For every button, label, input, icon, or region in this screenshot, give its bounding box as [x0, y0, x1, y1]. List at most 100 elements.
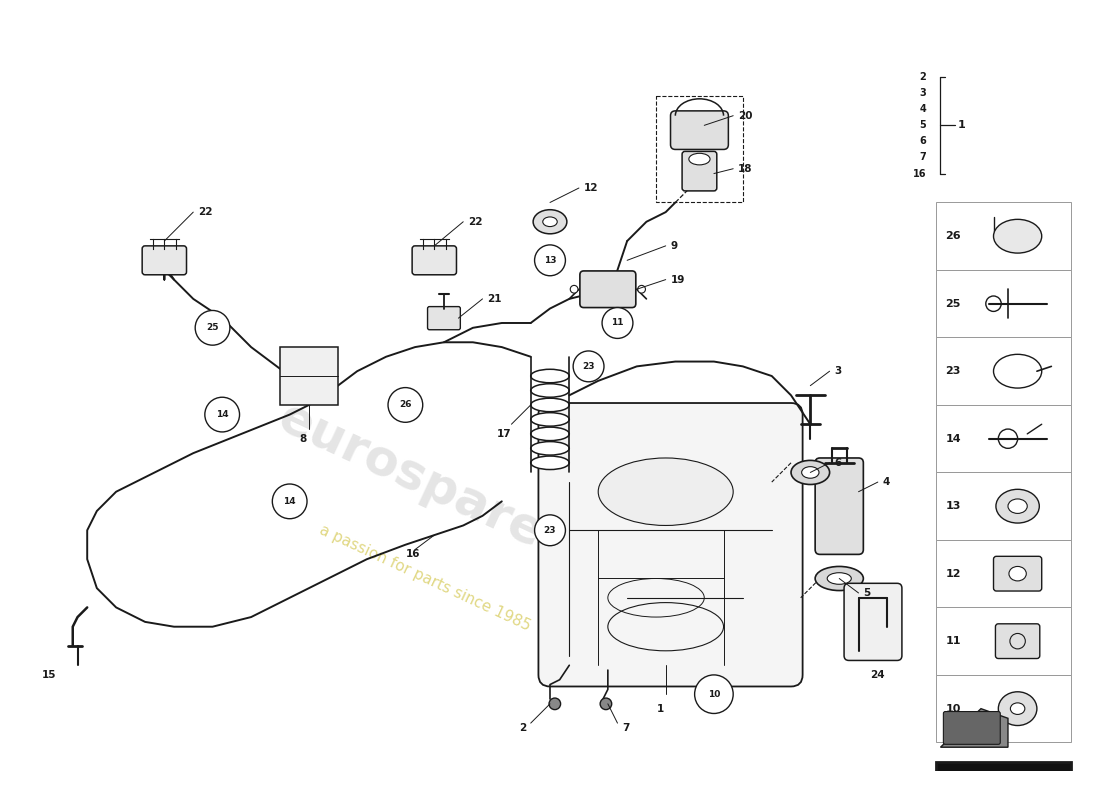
Text: 13: 13 [945, 501, 960, 511]
Text: 8: 8 [299, 434, 307, 444]
Text: 22: 22 [468, 217, 483, 226]
Text: 23: 23 [582, 362, 595, 371]
FancyBboxPatch shape [844, 583, 902, 661]
Text: 10: 10 [945, 704, 960, 714]
Text: 14: 14 [945, 434, 961, 444]
Ellipse shape [1009, 566, 1026, 581]
Bar [936, 675, 1070, 742]
Bar [936, 405, 1070, 473]
Bar [936, 338, 1070, 405]
Ellipse shape [1008, 499, 1027, 514]
Text: 2: 2 [518, 723, 526, 733]
Bar [936, 762, 1070, 800]
Circle shape [535, 245, 565, 276]
Ellipse shape [993, 219, 1042, 253]
Text: 5: 5 [864, 588, 870, 598]
Text: 16: 16 [913, 169, 926, 178]
Text: 21: 21 [487, 294, 502, 304]
Circle shape [388, 387, 422, 422]
Circle shape [273, 484, 307, 518]
FancyBboxPatch shape [671, 111, 728, 150]
Circle shape [195, 310, 230, 345]
Text: 15: 15 [42, 670, 56, 680]
FancyBboxPatch shape [428, 306, 460, 330]
Text: eurospares: eurospares [272, 394, 579, 570]
Text: 12: 12 [945, 569, 960, 578]
Ellipse shape [530, 370, 570, 382]
Text: 17: 17 [497, 429, 512, 439]
FancyBboxPatch shape [944, 711, 1000, 744]
FancyBboxPatch shape [815, 458, 864, 554]
Text: 18: 18 [738, 164, 752, 174]
Text: 25: 25 [207, 323, 219, 332]
Ellipse shape [542, 217, 558, 226]
Ellipse shape [689, 154, 710, 165]
Circle shape [570, 286, 578, 293]
Circle shape [638, 286, 646, 293]
Text: 9: 9 [671, 241, 678, 251]
Text: 22: 22 [198, 207, 212, 217]
Circle shape [694, 675, 734, 714]
Text: 26: 26 [399, 401, 411, 410]
Text: 3: 3 [920, 88, 926, 98]
Ellipse shape [598, 458, 734, 526]
Ellipse shape [534, 210, 566, 234]
FancyBboxPatch shape [993, 556, 1042, 591]
Text: 20: 20 [738, 110, 752, 121]
Ellipse shape [530, 427, 570, 441]
Text: 7: 7 [623, 723, 629, 733]
Circle shape [535, 515, 565, 546]
Text: 6: 6 [920, 137, 926, 146]
Text: 19: 19 [671, 274, 685, 285]
Text: 1: 1 [658, 704, 664, 714]
Text: 5: 5 [920, 120, 926, 130]
Circle shape [205, 398, 240, 432]
Ellipse shape [530, 398, 570, 412]
Circle shape [601, 698, 612, 710]
Text: 14: 14 [284, 497, 296, 506]
FancyBboxPatch shape [580, 271, 636, 307]
Text: 25: 25 [945, 298, 960, 309]
Text: 16: 16 [406, 550, 420, 559]
Ellipse shape [999, 692, 1037, 726]
Text: 11: 11 [945, 636, 960, 646]
Ellipse shape [791, 460, 829, 485]
Text: 6: 6 [835, 458, 842, 468]
Text: 13: 13 [543, 256, 557, 265]
Text: 23: 23 [945, 366, 960, 376]
Text: 26: 26 [945, 231, 961, 242]
Bar [936, 270, 1070, 338]
Ellipse shape [530, 384, 570, 398]
Text: 4: 4 [920, 104, 926, 114]
FancyBboxPatch shape [538, 403, 803, 686]
Circle shape [602, 307, 632, 338]
Polygon shape [940, 709, 1008, 747]
Text: 14: 14 [216, 410, 229, 419]
FancyBboxPatch shape [142, 246, 187, 274]
Circle shape [549, 698, 561, 710]
Ellipse shape [827, 573, 851, 584]
Bar [280, 347, 338, 405]
Text: 12: 12 [584, 183, 598, 193]
Text: 3: 3 [835, 366, 842, 376]
Text: 10: 10 [707, 690, 721, 698]
Text: a passion for parts since 1985: a passion for parts since 1985 [317, 523, 532, 634]
FancyBboxPatch shape [682, 151, 717, 191]
Text: 955 02: 955 02 [974, 790, 1033, 800]
FancyBboxPatch shape [412, 246, 456, 274]
Bar [936, 473, 1070, 540]
Bar [936, 607, 1070, 675]
Ellipse shape [530, 413, 570, 426]
Bar [936, 202, 1070, 270]
Text: 4: 4 [882, 477, 890, 487]
Ellipse shape [802, 466, 820, 478]
Ellipse shape [1011, 703, 1025, 714]
Ellipse shape [996, 490, 1040, 523]
Text: 7: 7 [920, 153, 926, 162]
Text: 23: 23 [543, 526, 557, 534]
Text: 24: 24 [870, 670, 886, 680]
Bar [936, 540, 1070, 607]
Ellipse shape [530, 442, 570, 455]
Text: 11: 11 [612, 318, 624, 327]
Circle shape [573, 351, 604, 382]
